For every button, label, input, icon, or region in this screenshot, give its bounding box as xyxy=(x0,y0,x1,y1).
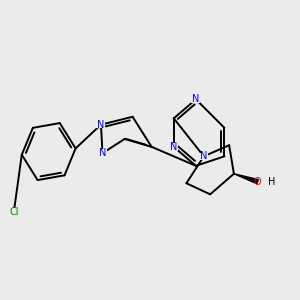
Polygon shape xyxy=(234,174,258,184)
Text: N: N xyxy=(192,94,200,104)
Bar xyxy=(169,143,178,151)
Text: H: H xyxy=(268,177,276,187)
Text: O: O xyxy=(254,177,262,187)
Bar xyxy=(254,178,262,185)
Bar xyxy=(98,149,107,157)
Bar xyxy=(191,95,200,103)
Text: N: N xyxy=(97,120,105,130)
Bar xyxy=(8,208,20,215)
Text: N: N xyxy=(99,148,106,158)
Bar xyxy=(269,178,275,185)
Bar xyxy=(200,152,208,160)
Text: N: N xyxy=(170,142,177,152)
Bar xyxy=(97,121,105,128)
Text: N: N xyxy=(200,151,208,161)
Text: Cl: Cl xyxy=(9,207,19,217)
